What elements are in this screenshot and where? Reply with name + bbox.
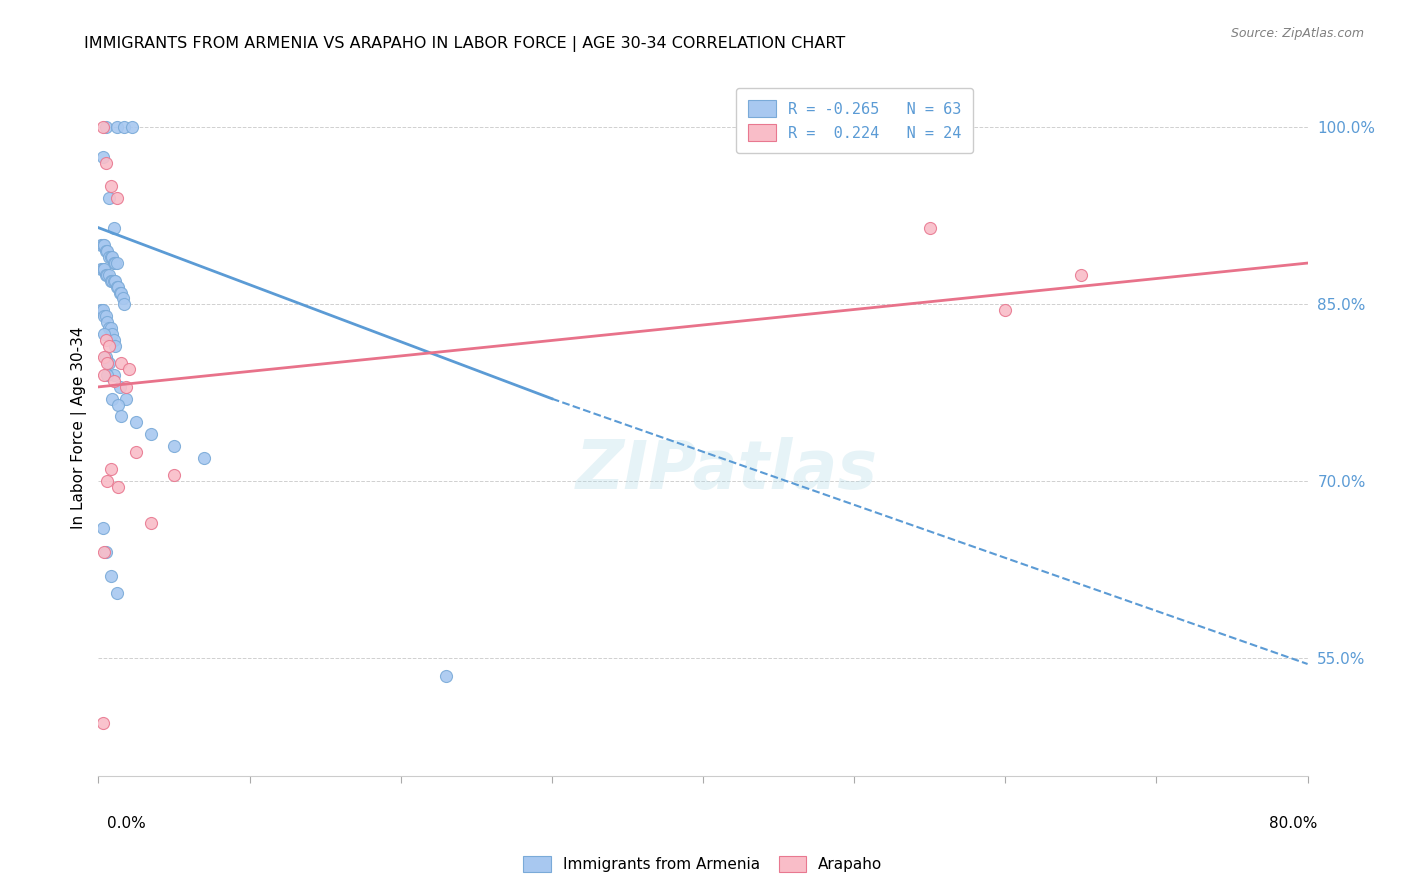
- Point: [91, 262, 114, 277]
- Point: [104, 338, 127, 352]
- Point: [91, 150, 114, 164]
- Point: [96, 244, 118, 259]
- Point: [93, 368, 115, 383]
- Point: [94, 156, 117, 170]
- Point: [104, 256, 127, 270]
- Point: [918, 220, 941, 235]
- Legend: R = -0.265   N = 63, R =  0.224   N = 24: R = -0.265 N = 63, R = 0.224 N = 24: [735, 88, 973, 153]
- Point: [121, 120, 143, 135]
- Point: [93, 238, 115, 252]
- Point: [98, 268, 121, 282]
- Point: [91, 521, 114, 535]
- Point: [114, 380, 136, 394]
- Point: [141, 427, 163, 442]
- Point: [98, 191, 121, 205]
- Point: [101, 250, 124, 264]
- Point: [98, 356, 121, 370]
- Point: [91, 238, 114, 252]
- Point: [91, 716, 114, 731]
- Point: [90, 262, 112, 277]
- Point: [93, 326, 115, 341]
- Point: [94, 333, 117, 347]
- Point: [98, 250, 121, 264]
- Point: [114, 392, 136, 406]
- Point: [90, 303, 112, 318]
- Text: Source: ZipAtlas.com: Source: ZipAtlas.com: [1230, 27, 1364, 40]
- Point: [193, 450, 215, 465]
- Point: [94, 545, 117, 559]
- Point: [93, 351, 115, 365]
- Point: [96, 474, 118, 488]
- Point: [107, 279, 129, 293]
- Point: [103, 256, 125, 270]
- Point: [125, 444, 148, 458]
- Point: [105, 256, 128, 270]
- Point: [100, 462, 122, 476]
- Text: IMMIGRANTS FROM ARMENIA VS ARAPAHO IN LABOR FORCE | AGE 30-34 CORRELATION CHART: IMMIGRANTS FROM ARMENIA VS ARAPAHO IN LA…: [84, 36, 845, 52]
- Point: [118, 362, 141, 376]
- Point: [141, 516, 163, 530]
- Point: [103, 374, 125, 388]
- Point: [93, 309, 115, 323]
- Point: [108, 285, 131, 300]
- Point: [96, 368, 118, 383]
- Point: [100, 250, 122, 264]
- Text: 80.0%: 80.0%: [1270, 816, 1317, 831]
- Point: [94, 120, 117, 135]
- Point: [108, 380, 131, 394]
- Point: [105, 120, 128, 135]
- Point: [105, 191, 128, 205]
- Point: [1070, 268, 1092, 282]
- Point: [107, 398, 129, 412]
- Text: ZIPatlas: ZIPatlas: [576, 437, 879, 503]
- Point: [94, 309, 117, 323]
- Point: [112, 297, 135, 311]
- Point: [110, 409, 132, 424]
- Point: [103, 368, 125, 383]
- Point: [93, 262, 115, 277]
- Point: [103, 274, 125, 288]
- Text: 0.0%: 0.0%: [107, 816, 146, 831]
- Point: [94, 244, 117, 259]
- Point: [434, 669, 457, 683]
- Point: [107, 480, 129, 494]
- Legend: Immigrants from Armenia, Arapaho: Immigrants from Armenia, Arapaho: [516, 848, 890, 880]
- Point: [100, 568, 122, 582]
- Point: [163, 439, 186, 453]
- Point: [98, 338, 121, 352]
- Point: [98, 321, 121, 335]
- Point: [101, 326, 124, 341]
- Point: [105, 279, 128, 293]
- Point: [96, 268, 118, 282]
- Point: [101, 392, 124, 406]
- Point: [100, 321, 122, 335]
- Point: [101, 274, 124, 288]
- Point: [91, 303, 114, 318]
- Point: [125, 415, 148, 429]
- Point: [104, 274, 127, 288]
- Y-axis label: In Labor Force | Age 30-34: In Labor Force | Age 30-34: [72, 326, 87, 530]
- Point: [110, 285, 132, 300]
- Point: [103, 333, 125, 347]
- Point: [96, 315, 118, 329]
- Point: [105, 586, 128, 600]
- Point: [100, 179, 122, 194]
- Point: [111, 292, 134, 306]
- Point: [94, 268, 117, 282]
- Point: [994, 303, 1017, 318]
- Point: [94, 351, 117, 365]
- Point: [91, 120, 114, 135]
- Point: [103, 220, 125, 235]
- Point: [110, 356, 132, 370]
- Point: [90, 238, 112, 252]
- Point: [163, 468, 186, 483]
- Point: [96, 356, 118, 370]
- Point: [112, 120, 135, 135]
- Point: [93, 545, 115, 559]
- Point: [100, 274, 122, 288]
